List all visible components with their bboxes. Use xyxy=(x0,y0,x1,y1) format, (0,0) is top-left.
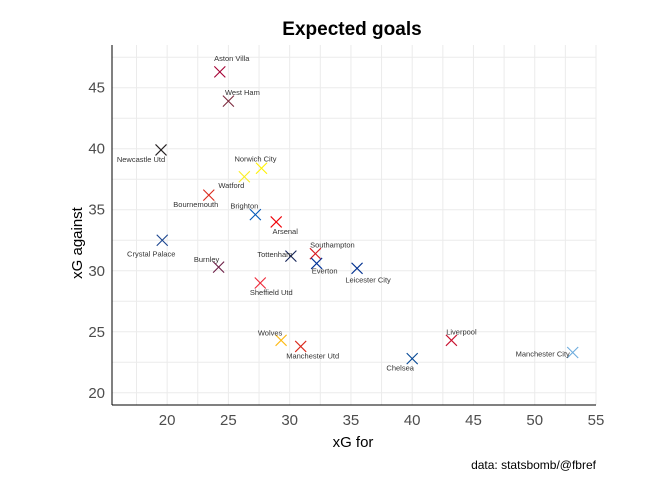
point-label: West Ham xyxy=(225,88,260,97)
point-label: Manchester Utd xyxy=(286,351,339,360)
y-tick-label: 25 xyxy=(88,324,105,341)
data-point xyxy=(156,234,169,247)
data-points xyxy=(155,65,579,365)
y-tick-label: 20 xyxy=(88,385,105,402)
y-tick-label: 30 xyxy=(88,263,105,280)
x-tick-label: 55 xyxy=(588,412,605,429)
y-tick-label: 40 xyxy=(88,141,105,158)
chart-title: Expected goals xyxy=(282,19,421,40)
x-axis-title: xG for xyxy=(333,434,374,451)
data-point xyxy=(309,247,322,260)
point-label: Leicester City xyxy=(345,275,391,284)
y-axis-title: xG against xyxy=(69,206,86,279)
point-label: Everton xyxy=(312,266,338,275)
point-label: Norwich City xyxy=(234,154,276,163)
data-point xyxy=(238,170,251,183)
data-point xyxy=(285,250,297,263)
x-tick-label: 50 xyxy=(526,412,543,429)
data-point xyxy=(255,162,268,175)
point-labels: Aston Villa West Ham Newcastle Utd Norwich … xyxy=(117,54,570,373)
y-tick-label: 45 xyxy=(88,80,105,97)
point-label: Burnley xyxy=(194,255,220,264)
data-point xyxy=(351,262,363,275)
tick-labels: 20 25 30 35 40 45 50 55 20 25 30 35 40 45 xyxy=(88,80,604,429)
grid-lines xyxy=(112,45,597,405)
x-tick-label: 20 xyxy=(159,412,176,429)
point-label: Watford xyxy=(218,181,244,190)
point-label: Liverpool xyxy=(446,327,477,336)
point-label: Southampton xyxy=(310,241,355,250)
point-label: Arsenal xyxy=(272,227,298,236)
data-point xyxy=(445,334,458,347)
point-label: Aston Villa xyxy=(214,54,250,63)
point-label: Crystal Palace xyxy=(127,249,175,258)
data-point xyxy=(566,346,579,359)
data-point xyxy=(213,65,226,78)
point-label: Tottenham xyxy=(257,250,292,259)
x-tick-label: 45 xyxy=(465,412,482,429)
point-label: Wolves xyxy=(258,328,283,337)
x-tick-label: 35 xyxy=(343,412,360,429)
data-point xyxy=(222,95,235,108)
data-point xyxy=(406,352,419,365)
x-tick-label: 40 xyxy=(404,412,421,429)
data-point xyxy=(155,144,167,156)
data-point xyxy=(254,277,267,289)
x-tick-label: 25 xyxy=(220,412,237,429)
axes xyxy=(111,45,596,406)
point-label: Bournemouth xyxy=(173,200,218,209)
source-caption: data: statsbomb/@fbref xyxy=(471,458,597,472)
point-label: Manchester City xyxy=(516,350,570,359)
data-point xyxy=(202,189,215,201)
point-label: Sheffield Utd xyxy=(250,288,293,297)
point-label: Brighton xyxy=(230,202,258,211)
data-point xyxy=(310,257,323,270)
y-tick-label: 35 xyxy=(88,202,105,219)
data-point xyxy=(294,340,307,353)
data-point xyxy=(249,208,262,221)
x-tick-label: 30 xyxy=(281,412,298,429)
data-point xyxy=(212,261,225,273)
data-point xyxy=(270,216,283,228)
data-point xyxy=(275,334,287,347)
point-label: Chelsea xyxy=(386,364,414,373)
point-label: Newcastle Utd xyxy=(117,155,165,164)
